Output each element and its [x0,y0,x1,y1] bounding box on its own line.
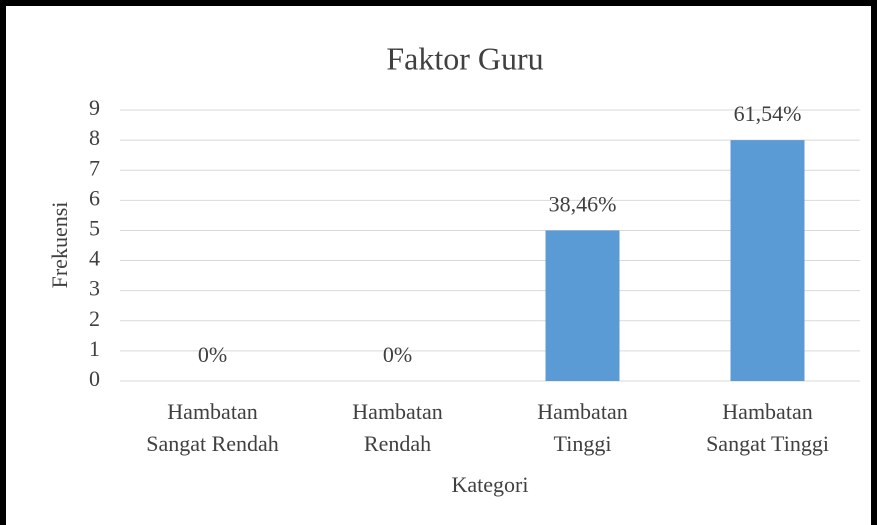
data-label: 0% [383,342,412,367]
x-tick-label: Sangat Tinggi [706,431,829,456]
y-tick-label: 4 [89,246,100,271]
y-tick-label: 2 [89,306,100,331]
bar [545,230,620,381]
y-axis-label: Frekuensi [47,202,72,289]
x-tick-label: Hambatan [537,399,627,424]
x-tick-label: Sangat Rendah [146,431,279,456]
data-label: 38,46% [549,191,617,216]
data-label: 61,54% [734,101,802,126]
data-label: 0% [198,342,227,367]
y-tick-label: 5 [89,215,100,240]
y-tick-label: 7 [89,155,100,180]
y-tick-label: 1 [89,336,100,361]
y-tick-label: 6 [89,185,100,210]
y-tick-label: 0 [89,366,100,391]
x-tick-label: Hambatan [722,399,812,424]
y-tick-label: 9 [89,95,100,120]
y-tick-label: 8 [89,125,100,150]
x-axis-label: Kategori [452,472,529,497]
bar [730,140,805,381]
x-tick-label: Tinggi [554,431,612,456]
x-tick-label: Hambatan [352,399,442,424]
x-tick-label: Hambatan [167,399,257,424]
y-tick-label: 3 [89,276,100,301]
x-tick-label: Rendah [364,431,431,456]
chart-title: Faktor Guru [386,40,543,76]
